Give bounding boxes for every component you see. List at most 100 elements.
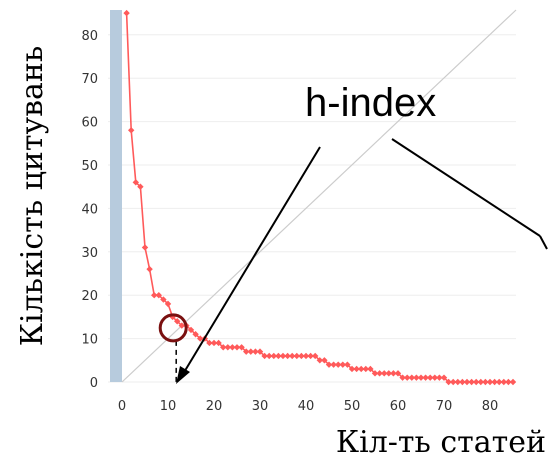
data-point <box>353 365 360 373</box>
data-point <box>270 352 277 360</box>
h-index-marker-circle <box>158 313 188 343</box>
data-point <box>500 378 507 386</box>
x-tick-label: 60 <box>390 399 407 414</box>
data-point <box>486 378 494 386</box>
y-tick-label: 0 <box>90 376 98 391</box>
data-point <box>312 352 319 360</box>
h-index-label: h-index <box>305 81 436 125</box>
data-point <box>390 370 397 377</box>
data-point <box>279 352 287 360</box>
data-point <box>192 331 199 338</box>
data-point <box>316 357 323 364</box>
data-point <box>376 370 383 377</box>
x-tick-label: 50 <box>344 399 361 414</box>
data-point <box>468 378 475 386</box>
data-point <box>394 370 402 377</box>
y-axis-ticks: 0 10 20 30 40 50 60 70 80 <box>81 29 98 391</box>
data-point <box>146 265 153 273</box>
data-point <box>482 378 489 386</box>
y-tick-label: 10 <box>81 333 98 348</box>
data-point <box>509 378 517 386</box>
data-point <box>496 378 503 386</box>
data-point <box>215 339 222 347</box>
data-point <box>238 344 245 351</box>
data-point <box>321 357 328 364</box>
data-point <box>436 374 443 381</box>
data-point <box>302 352 310 360</box>
y-tick-label: 30 <box>81 246 98 261</box>
data-point <box>399 374 406 381</box>
data-point <box>289 352 296 360</box>
data-point <box>445 378 452 386</box>
data-point <box>431 374 438 381</box>
data-point <box>178 322 185 329</box>
data-point <box>141 244 149 251</box>
data-point <box>427 374 434 381</box>
data-point <box>220 344 227 351</box>
annotation-line-to-diagonal <box>391 138 541 237</box>
data-point <box>151 292 158 299</box>
data-point <box>128 127 135 134</box>
data-point <box>325 361 333 368</box>
x-tick-label: 0 <box>118 399 126 414</box>
data-point <box>243 348 250 355</box>
data-point <box>284 352 291 360</box>
data-point <box>247 348 254 355</box>
data-point <box>413 374 420 381</box>
data-point <box>440 374 448 381</box>
data-point <box>344 361 351 368</box>
data-point <box>256 348 264 355</box>
data-point <box>187 326 195 334</box>
data-point <box>477 378 484 386</box>
x-axis-ticks: 0 10 20 30 40 50 60 70 80 <box>118 399 498 414</box>
y-tick-label: 20 <box>81 289 98 304</box>
x-tick-label: 30 <box>252 399 269 414</box>
citation-series <box>123 9 517 386</box>
y-tick-label: 50 <box>81 159 98 174</box>
data-point <box>381 370 388 377</box>
annotation-arrow-to-x-axis <box>182 146 321 375</box>
data-point <box>298 352 305 360</box>
data-point <box>174 318 181 325</box>
data-point <box>459 378 466 386</box>
data-point <box>367 365 374 373</box>
data-point <box>417 374 425 381</box>
data-point <box>385 370 392 377</box>
data-point <box>463 378 471 386</box>
data-point <box>473 378 480 386</box>
data-point <box>123 9 130 17</box>
data-point <box>307 352 314 360</box>
y-axis-highlight-bar <box>110 10 122 382</box>
data-point <box>358 365 365 373</box>
data-point <box>362 365 369 373</box>
x-tick-label: 40 <box>298 399 315 414</box>
data-point <box>155 292 162 299</box>
data-point <box>206 339 213 347</box>
data-point <box>330 361 337 368</box>
data-point <box>224 344 231 351</box>
x-tick-label: 20 <box>206 399 223 414</box>
data-point <box>266 352 273 360</box>
data-point <box>339 361 346 368</box>
x-tick-label: 10 <box>160 399 177 414</box>
data-point <box>137 183 144 190</box>
data-point <box>132 179 139 186</box>
y-tick-label: 40 <box>81 202 98 217</box>
data-point <box>233 344 241 351</box>
x-tick-label: 70 <box>436 399 453 414</box>
data-point <box>275 352 282 360</box>
data-point <box>197 335 204 342</box>
data-point <box>348 365 356 373</box>
data-point <box>160 296 167 303</box>
data-point <box>164 300 172 308</box>
x-tick-label: 80 <box>482 399 499 414</box>
x-axis-title: Кіл-ть статей <box>336 425 546 458</box>
data-point <box>371 370 379 377</box>
data-point <box>293 352 300 360</box>
diagonal-reference-line <box>121 9 517 383</box>
data-point <box>491 378 498 386</box>
y-tick-label: 80 <box>81 29 98 44</box>
data-point <box>450 378 457 386</box>
data-point <box>408 374 415 381</box>
